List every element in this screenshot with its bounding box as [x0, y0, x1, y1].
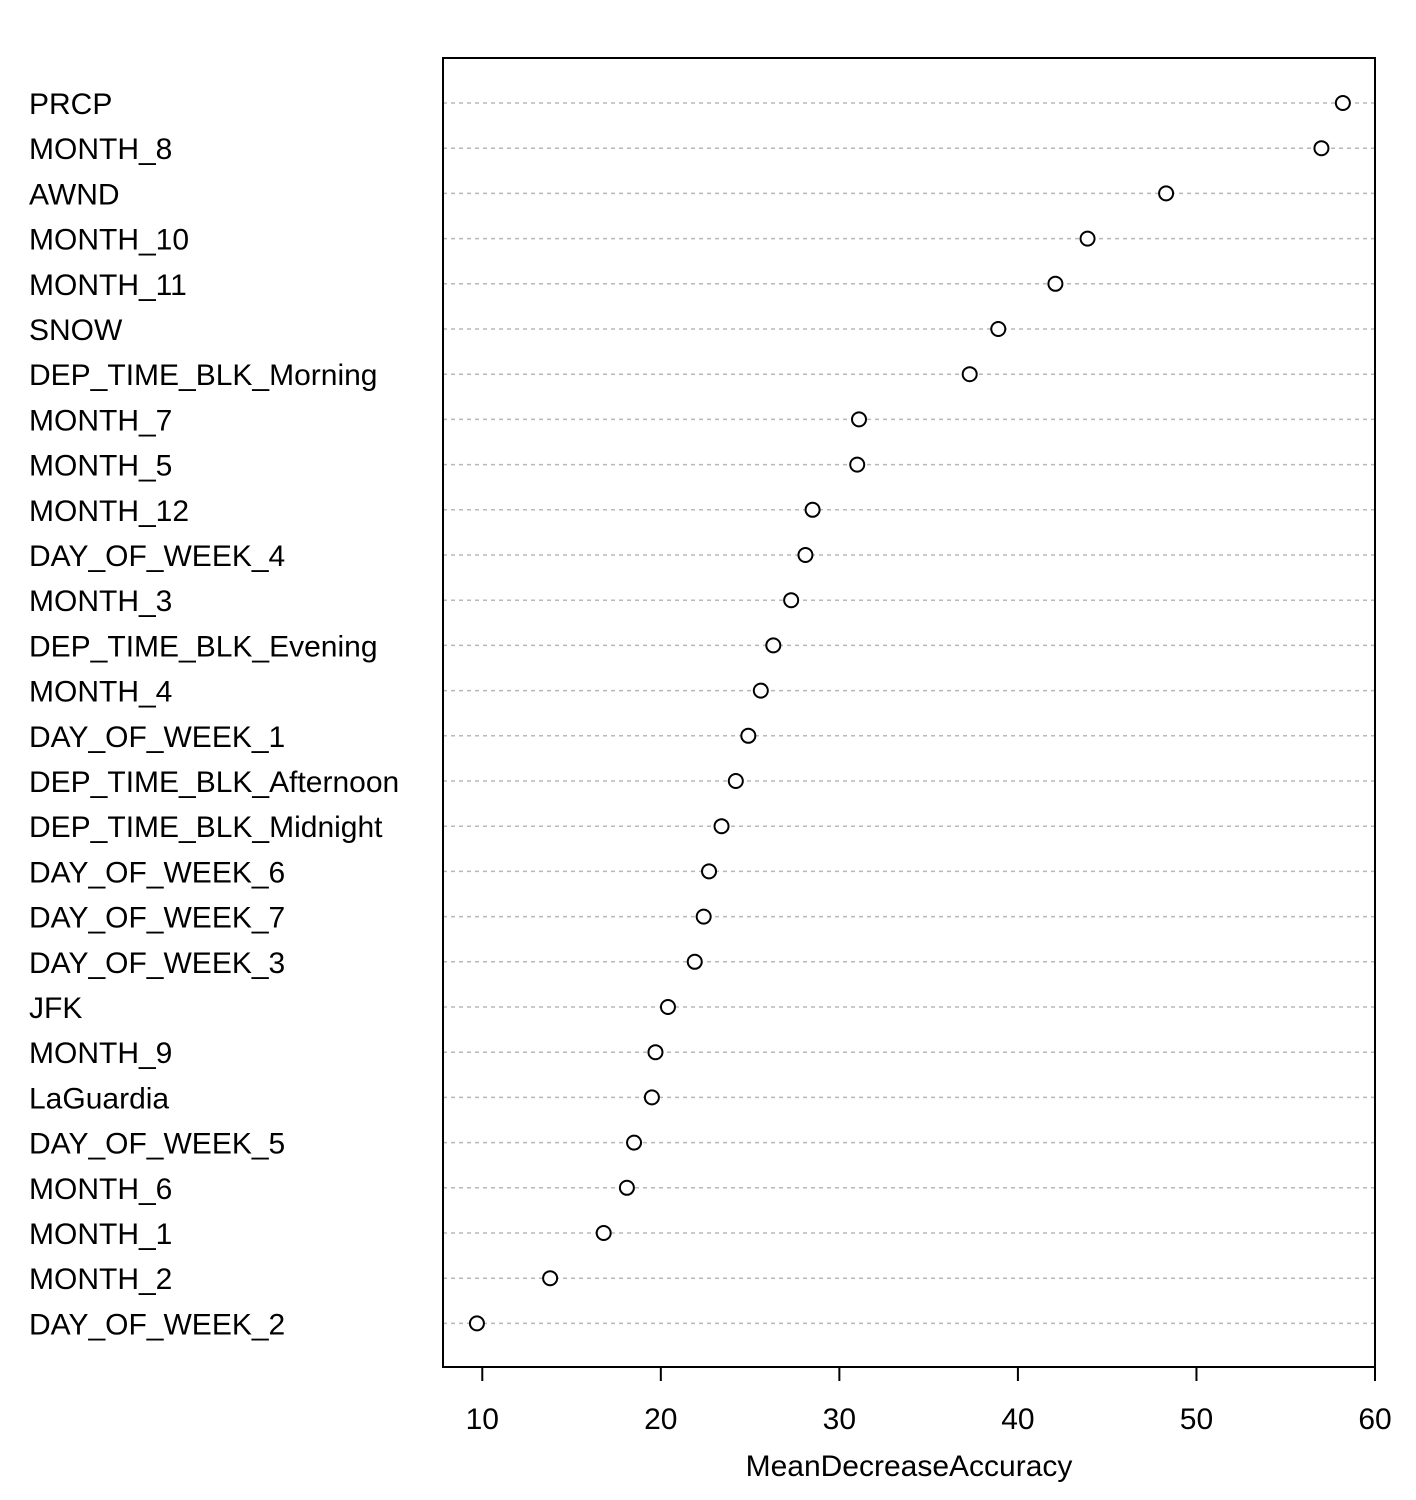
variable-label: DAY_OF_WEEK_1: [29, 721, 285, 754]
variable-label: DAY_OF_WEEK_4: [29, 540, 285, 573]
variable-label: SNOW: [29, 314, 123, 347]
data-point: [695, 908, 712, 925]
data-point: [1334, 95, 1351, 111]
data-point: [626, 1134, 643, 1151]
plot-frame: [442, 57, 1376, 1368]
variable-label: JFK: [29, 992, 82, 1025]
data-point: [783, 592, 800, 609]
variable-label: MONTH_12: [29, 495, 189, 528]
data-point: [804, 501, 821, 518]
variable-label: MONTH_8: [29, 133, 172, 166]
data-point: [686, 953, 703, 970]
data-point: [468, 1315, 485, 1332]
variable-label: DEP_TIME_BLK_Morning: [29, 359, 378, 392]
data-point: [595, 1225, 612, 1241]
x-tick-label: 40: [1001, 1403, 1034, 1436]
x-axis: 10 20 30 40 50 60: [466, 1366, 1392, 1436]
x-tick-label: 20: [644, 1403, 677, 1436]
variable-label: DAY_OF_WEEK_5: [29, 1128, 285, 1161]
data-points: [468, 95, 1351, 1332]
data-point: [1079, 230, 1096, 247]
variable-label: DAY_OF_WEEK_7: [29, 902, 285, 935]
variable-label: MONTH_4: [29, 676, 172, 709]
variable-label: DEP_TIME_BLK_Midnight: [29, 811, 383, 844]
variable-label: MONTH_7: [29, 404, 172, 437]
data-point: [797, 547, 814, 563]
variable-label: MONTH_3: [29, 585, 172, 618]
variable-label: DEP_TIME_BLK_Afternoon: [29, 766, 399, 799]
data-point: [1313, 140, 1330, 157]
variable-label: MONTH_2: [29, 1263, 172, 1296]
variable-label: PRCP: [29, 88, 112, 121]
x-tick-label: 60: [1358, 1403, 1391, 1436]
x-axis-title: MeanDecreaseAccuracy: [746, 1450, 1073, 1483]
data-point: [727, 773, 744, 789]
data-point: [1047, 275, 1064, 292]
data-point: [851, 411, 868, 428]
variable-label: AWND: [29, 178, 120, 211]
variable-label: MONTH_10: [29, 224, 189, 257]
data-point: [990, 321, 1007, 337]
data-point: [701, 863, 718, 880]
data-point: [1158, 185, 1175, 202]
data-point: [542, 1270, 559, 1287]
variable-label: DAY_OF_WEEK_3: [29, 947, 285, 980]
data-point: [713, 818, 730, 835]
data-point: [961, 366, 978, 383]
variable-labels: PRCP MONTH_8 AWND MONTH_10 MONTH_11 SNOW DEP_T…: [29, 88, 399, 1341]
x-tick-label: 10: [466, 1403, 499, 1436]
data-point: [647, 1044, 664, 1061]
data-point: [765, 637, 782, 654]
variable-label: DEP_TIME_BLK_Evening: [29, 630, 378, 663]
data-point: [740, 727, 757, 744]
variable-label: MONTH_6: [29, 1173, 172, 1206]
variable-label: MONTH_11: [29, 269, 187, 302]
data-point: [752, 682, 769, 699]
variable-label: MONTH_5: [29, 450, 172, 483]
x-tick-label: 50: [1180, 1403, 1213, 1436]
variable-label: MONTH_9: [29, 1037, 172, 1070]
data-point: [849, 456, 866, 473]
data-point: [618, 1179, 635, 1196]
variable-label: DAY_OF_WEEK_2: [29, 1308, 285, 1341]
data-point: [659, 999, 676, 1015]
data-point: [643, 1089, 660, 1106]
variable-label: LaGuardia: [29, 1082, 169, 1115]
variable-label: MONTH_1: [29, 1218, 172, 1251]
x-tick-label: 30: [823, 1403, 856, 1436]
gridlines: [443, 102, 1375, 1325]
variable-label: DAY_OF_WEEK_6: [29, 856, 285, 889]
